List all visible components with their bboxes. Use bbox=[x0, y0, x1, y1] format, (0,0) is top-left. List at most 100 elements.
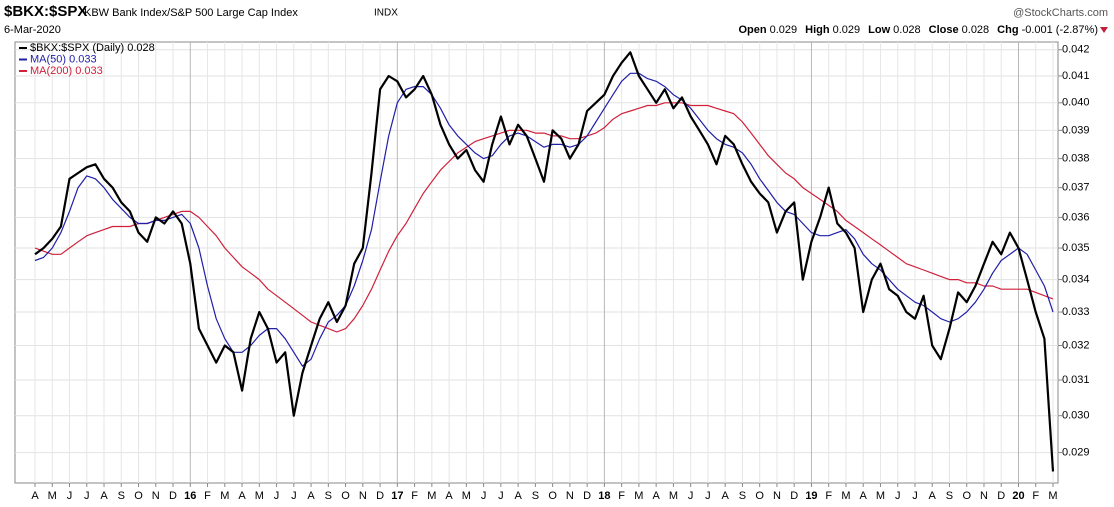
quote-label: Open bbox=[739, 24, 767, 36]
down-arrow bbox=[1100, 27, 1108, 33]
x-tick-label: A bbox=[652, 490, 660, 502]
quote-label: Low bbox=[868, 24, 890, 36]
x-tick-label: N bbox=[152, 490, 160, 502]
quote-value: -0.001 (-2.87%) bbox=[1022, 24, 1098, 36]
x-tick-label: M bbox=[669, 490, 678, 502]
x-tick-label: A bbox=[31, 490, 39, 502]
date: 6-Mar-2020 bbox=[4, 24, 61, 36]
x-tick-label: D bbox=[790, 490, 798, 502]
y-tick-label: 0.035 bbox=[1062, 242, 1090, 254]
x-tick-label: D bbox=[583, 490, 591, 502]
x-tick-label: J bbox=[67, 490, 73, 502]
x-tick-label: F bbox=[1032, 490, 1039, 502]
x-tick-label: A bbox=[860, 490, 868, 502]
y-tick-label: 0.036 bbox=[1062, 211, 1090, 223]
x-tick-label: D bbox=[376, 490, 384, 502]
x-tick-label: 17 bbox=[391, 490, 403, 502]
y-tick-label: 0.038 bbox=[1062, 153, 1090, 165]
y-tick-label: 0.037 bbox=[1062, 182, 1090, 194]
x-tick-label: J bbox=[705, 490, 711, 502]
legend-label: MA(200) 0.033 bbox=[30, 65, 103, 77]
x-tick-label: S bbox=[532, 490, 539, 502]
y-tick-label: 0.034 bbox=[1062, 273, 1090, 285]
x-tick-label: O bbox=[962, 490, 971, 502]
x-tick-label: O bbox=[341, 490, 350, 502]
x-tick-label: F bbox=[204, 490, 211, 502]
x-tick-label: M bbox=[876, 490, 885, 502]
x-tick-label: O bbox=[548, 490, 557, 502]
x-tick-label: J bbox=[912, 490, 918, 502]
legend-label: $BKX:$SPX (Daily) 0.028 bbox=[30, 42, 155, 54]
x-tick-label: M bbox=[1048, 490, 1057, 502]
y-tick-label: 0.030 bbox=[1062, 410, 1090, 422]
series-line bbox=[34, 51, 1055, 472]
quote-label: High bbox=[805, 24, 830, 36]
series-line bbox=[34, 102, 1054, 333]
quote-value: 0.028 bbox=[893, 24, 921, 36]
exchange: INDX bbox=[374, 8, 398, 19]
x-tick-label: N bbox=[359, 490, 367, 502]
y-tick-label: 0.033 bbox=[1062, 306, 1090, 318]
quote-value: 0.028 bbox=[962, 24, 990, 36]
source: @StockCharts.com bbox=[1013, 7, 1108, 19]
plot-frame bbox=[14, 41, 1059, 484]
x-tick-label: O bbox=[134, 490, 143, 502]
x-tick-label: 16 bbox=[184, 490, 196, 502]
x-tick-label: O bbox=[755, 490, 764, 502]
quote-label: Chg bbox=[997, 24, 1018, 36]
quote-label: Close bbox=[929, 24, 959, 36]
x-tick-label: M bbox=[634, 490, 643, 502]
x-tick-label: A bbox=[307, 490, 315, 502]
symbol: $BKX:$SPX bbox=[4, 3, 87, 20]
y-tick-label: 0.032 bbox=[1062, 339, 1090, 351]
y-tick-label: 0.039 bbox=[1062, 124, 1090, 136]
x-tick-label: F bbox=[411, 490, 418, 502]
x-tick-label: 18 bbox=[598, 490, 610, 502]
x-tick-label: F bbox=[825, 490, 832, 502]
x-tick-label: S bbox=[946, 490, 953, 502]
quote-value: 0.029 bbox=[770, 24, 798, 36]
quote: Open 0.029 High 0.029 Low 0.028 Close 0.028 Chg -… bbox=[739, 24, 1099, 36]
x-tick-label: S bbox=[325, 490, 332, 502]
x-tick-label: M bbox=[462, 490, 471, 502]
x-tick-label: J bbox=[481, 490, 487, 502]
x-tick-label: A bbox=[100, 490, 108, 502]
x-tick-label: M bbox=[427, 490, 436, 502]
x-tick-label: A bbox=[514, 490, 522, 502]
y-tick-label: 0.042 bbox=[1062, 44, 1090, 56]
y-tick-label: 0.031 bbox=[1062, 374, 1090, 386]
y-tick-label: 0.040 bbox=[1062, 97, 1090, 109]
x-tick-label: D bbox=[997, 490, 1005, 502]
x-tick-label: A bbox=[238, 490, 246, 502]
x-tick-label: J bbox=[498, 490, 504, 502]
x-tick-label: M bbox=[48, 490, 57, 502]
x-tick-label: D bbox=[169, 490, 177, 502]
description: KBW Bank Index/S&P 500 Large Cap Index bbox=[84, 7, 298, 19]
x-tick-label: 20 bbox=[1012, 490, 1024, 502]
x-tick-label: S bbox=[118, 490, 125, 502]
x-tick-label: S bbox=[739, 490, 746, 502]
x-tick-label: N bbox=[773, 490, 781, 502]
x-tick-label: M bbox=[841, 490, 850, 502]
x-tick-label: N bbox=[566, 490, 574, 502]
x-tick-label: J bbox=[274, 490, 280, 502]
quote-value: 0.029 bbox=[833, 24, 861, 36]
x-tick-label: J bbox=[688, 490, 694, 502]
y-tick-label: 0.041 bbox=[1062, 70, 1090, 82]
series-line bbox=[34, 72, 1054, 367]
y-tick-label: 0.029 bbox=[1062, 446, 1090, 458]
grid bbox=[15, 42, 1058, 483]
x-tick-label: A bbox=[929, 490, 937, 502]
x-tick-label: M bbox=[220, 490, 229, 502]
x-tick-label: N bbox=[980, 490, 988, 502]
x-tick-label: M bbox=[255, 490, 264, 502]
x-tick-label: A bbox=[445, 490, 453, 502]
x-tick-label: J bbox=[291, 490, 297, 502]
x-tick-label: J bbox=[84, 490, 90, 502]
x-tick-label: F bbox=[618, 490, 625, 502]
x-tick-label: J bbox=[895, 490, 901, 502]
x-tick-label: 19 bbox=[805, 490, 817, 502]
legend-label: MA(50) 0.033 bbox=[30, 53, 97, 65]
x-tick-label: A bbox=[721, 490, 729, 502]
